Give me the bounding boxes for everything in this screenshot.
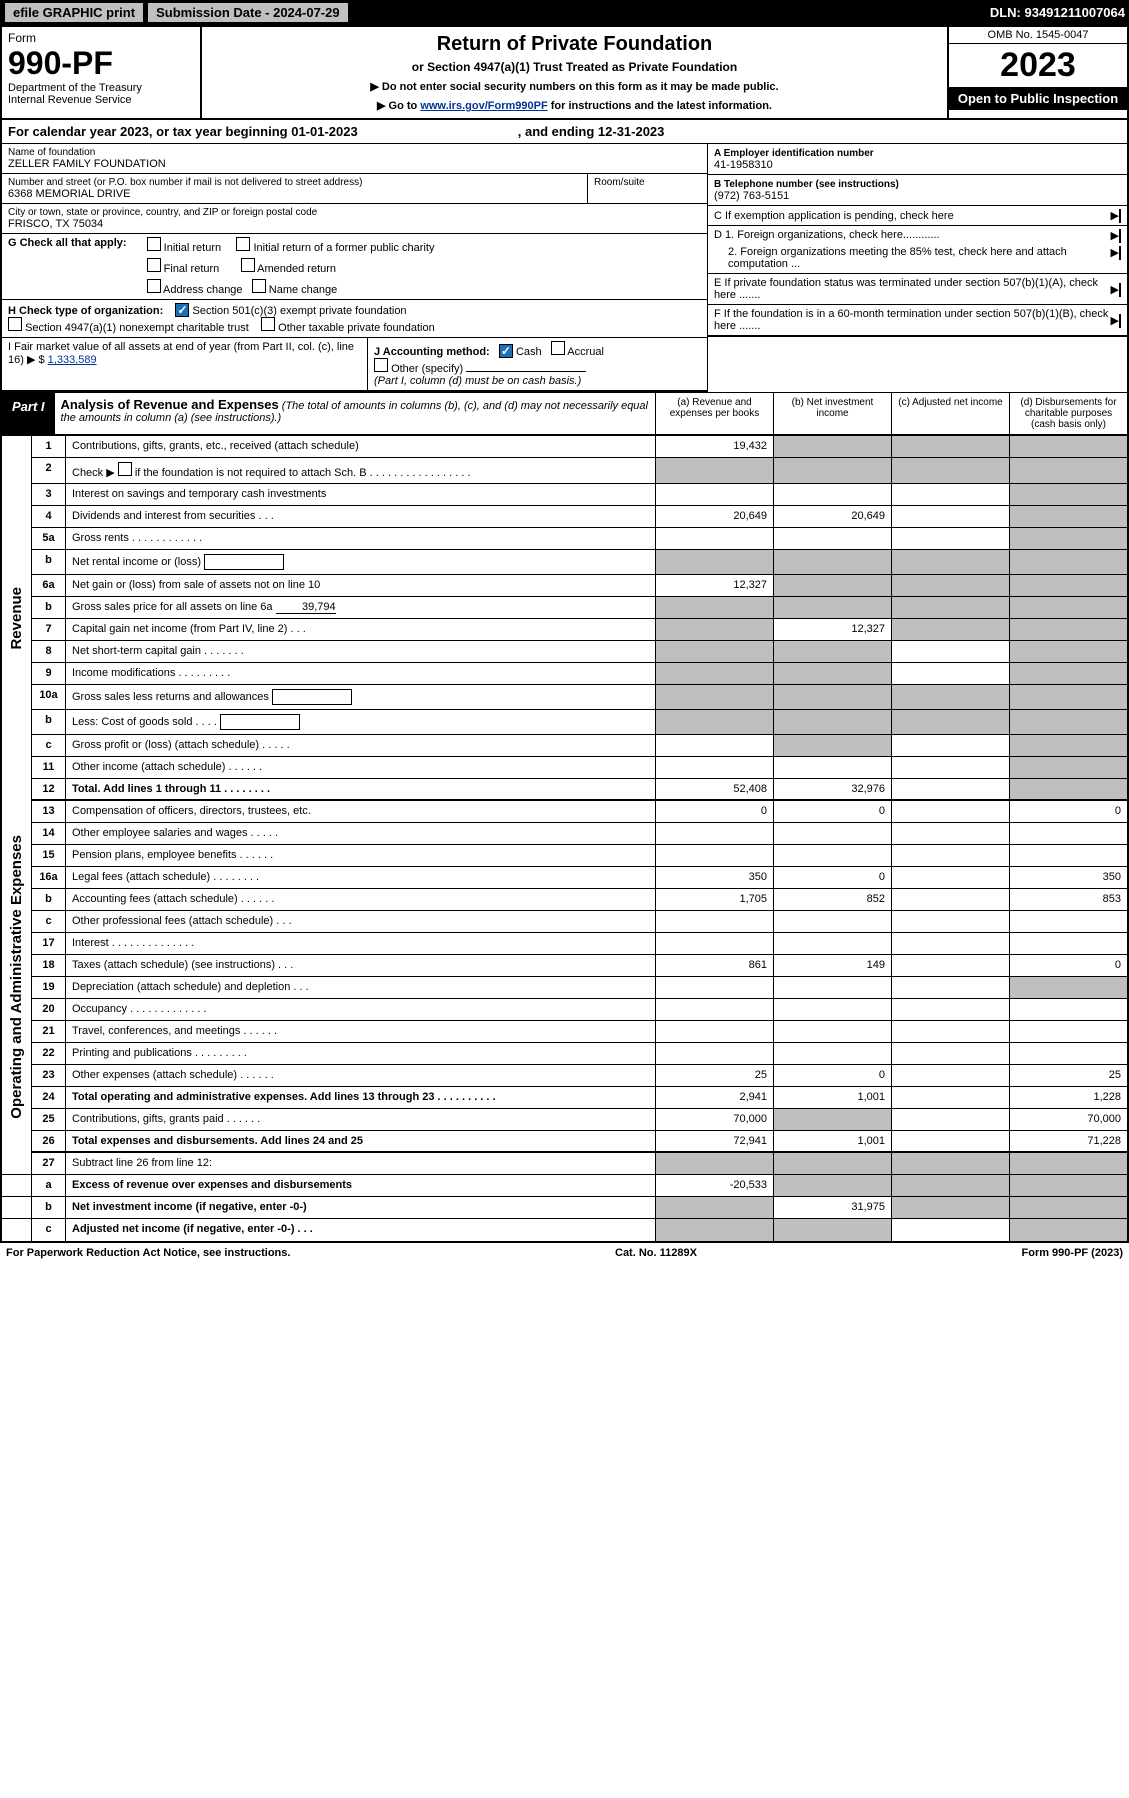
chk-amended[interactable] bbox=[241, 258, 255, 272]
city: FRISCO, TX 75034 bbox=[8, 218, 701, 230]
irs: Internal Revenue Service bbox=[8, 94, 194, 106]
omb: OMB No. 1545-0047 bbox=[949, 27, 1127, 44]
side-revenue: Revenue bbox=[8, 587, 25, 650]
chk-schb[interactable] bbox=[118, 462, 132, 476]
fmv-value[interactable]: 1,333,589 bbox=[48, 354, 97, 366]
footer-right: Form 990-PF (2023) bbox=[1022, 1247, 1123, 1259]
chk-501c3[interactable]: ✓ bbox=[175, 303, 189, 317]
col-c: (c) Adjusted net income bbox=[891, 393, 1009, 434]
c-label: C If exemption application is pending, c… bbox=[714, 210, 954, 222]
foundation-name: ZELLER FAMILY FOUNDATION bbox=[8, 158, 701, 170]
submission-date: Submission Date - 2024-07-29 bbox=[148, 3, 348, 22]
chk-c[interactable] bbox=[1119, 209, 1121, 223]
chk-d1[interactable] bbox=[1119, 229, 1121, 243]
d1-label: D 1. Foreign organizations, check here..… bbox=[714, 229, 940, 242]
ein: 41-1958310 bbox=[714, 159, 1121, 171]
d2-label: 2. Foreign organizations meeting the 85%… bbox=[714, 246, 1111, 270]
tax-year: 2023 bbox=[949, 44, 1127, 87]
chk-final[interactable] bbox=[147, 258, 161, 272]
chk-accrual[interactable] bbox=[551, 341, 565, 355]
city-label: City or town, state or province, country… bbox=[8, 207, 701, 218]
j-label: J Accounting method: bbox=[374, 346, 490, 358]
form-header: Form 990-PF Department of the Treasury I… bbox=[0, 25, 1129, 120]
dept: Department of the Treasury bbox=[8, 82, 194, 94]
part1-title: Analysis of Revenue and Expenses bbox=[61, 397, 279, 412]
b-label: B Telephone number (see instructions) bbox=[714, 179, 899, 190]
open-public: Open to Public Inspection bbox=[949, 87, 1127, 110]
chk-cash[interactable]: ✓ bbox=[499, 344, 513, 358]
chk-d2[interactable] bbox=[1119, 246, 1121, 260]
dln: DLN: 93491211007064 bbox=[990, 5, 1125, 20]
side-expenses: Operating and Administrative Expenses bbox=[8, 835, 25, 1119]
room-label: Room/suite bbox=[594, 177, 701, 188]
chk-other-method[interactable] bbox=[374, 358, 388, 372]
footer-left: For Paperwork Reduction Act Notice, see … bbox=[6, 1247, 290, 1259]
footer-mid: Cat. No. 11289X bbox=[615, 1247, 697, 1259]
col-b: (b) Net investment income bbox=[773, 393, 891, 434]
chk-initial[interactable] bbox=[147, 237, 161, 251]
calendar-year-row: For calendar year 2023, or tax year begi… bbox=[0, 120, 1129, 144]
part1-num: Part I bbox=[2, 393, 55, 434]
col-a: (a) Revenue and expenses per books bbox=[655, 393, 773, 434]
a-label: A Employer identification number bbox=[714, 148, 874, 159]
e-label: E If private foundation status was termi… bbox=[714, 277, 1111, 301]
g-label: G Check all that apply: bbox=[8, 237, 127, 249]
efile-btn[interactable]: efile GRAPHIC print bbox=[4, 2, 144, 23]
form-subtitle: or Section 4947(a)(1) Trust Treated as P… bbox=[208, 60, 941, 74]
chk-e[interactable] bbox=[1119, 283, 1121, 297]
form-label: Form bbox=[8, 31, 194, 45]
top-bar: efile GRAPHIC print Submission Date - 20… bbox=[0, 0, 1129, 25]
h-label: H Check type of organization: bbox=[8, 305, 163, 317]
note-ssn: ▶ Do not enter social security numbers o… bbox=[208, 80, 941, 93]
form-number: 990-PF bbox=[8, 45, 194, 82]
addr-label: Number and street (or P.O. box number if… bbox=[8, 177, 581, 188]
f-label: F If the foundation is in a 60-month ter… bbox=[714, 308, 1111, 332]
chk-4947[interactable] bbox=[8, 317, 22, 331]
note-link: ▶ Go to www.irs.gov/Form990PF for instru… bbox=[208, 99, 941, 112]
part1-table: Revenue 1Contributions, gifts, grants, e… bbox=[0, 436, 1129, 1243]
irs-link[interactable]: www.irs.gov/Form990PF bbox=[420, 100, 547, 112]
chk-other-tax[interactable] bbox=[261, 317, 275, 331]
address: 6368 MEMORIAL DRIVE bbox=[8, 188, 581, 200]
part1-header: Part I Analysis of Revenue and Expenses … bbox=[0, 392, 1129, 436]
form-title: Return of Private Foundation bbox=[208, 33, 941, 56]
chk-addr-change[interactable] bbox=[147, 279, 161, 293]
entity-info: Name of foundation ZELLER FAMILY FOUNDAT… bbox=[0, 144, 1129, 392]
chk-f[interactable] bbox=[1119, 314, 1121, 328]
chk-name-change[interactable] bbox=[252, 279, 266, 293]
footer: For Paperwork Reduction Act Notice, see … bbox=[0, 1243, 1129, 1263]
name-label: Name of foundation bbox=[8, 147, 701, 158]
j-note: (Part I, column (d) must be on cash basi… bbox=[374, 375, 581, 387]
chk-initial-former[interactable] bbox=[236, 237, 250, 251]
col-d: (d) Disbursements for charitable purpose… bbox=[1009, 393, 1127, 434]
phone: (972) 763-5151 bbox=[714, 190, 1121, 202]
